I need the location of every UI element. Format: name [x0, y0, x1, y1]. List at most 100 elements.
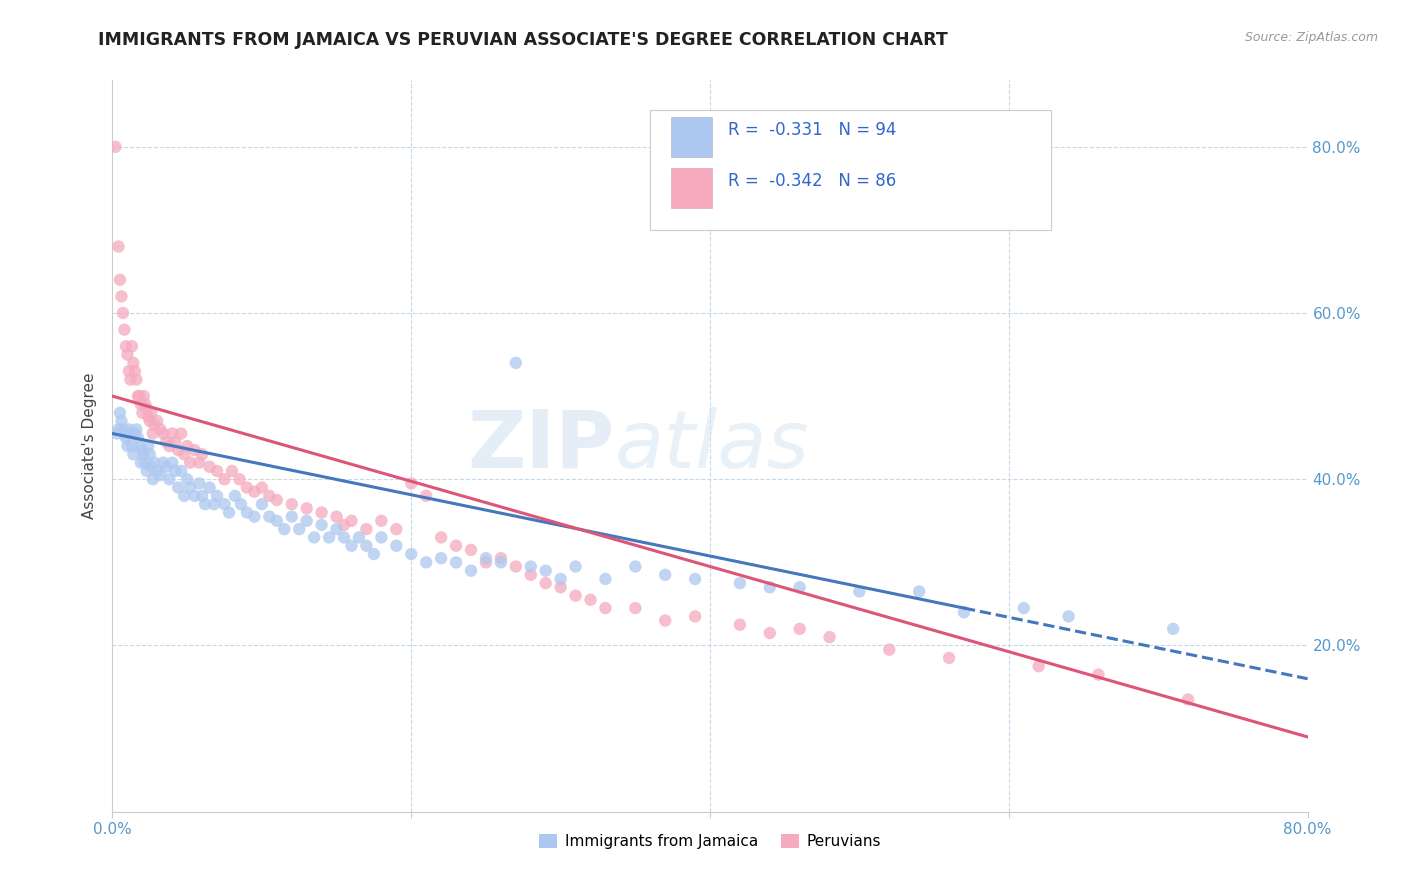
Bar: [671, 168, 713, 209]
Point: [370, 530, 392, 544]
Point: [624, 601, 647, 615]
Text: atlas: atlas: [614, 407, 810, 485]
Point: [108, 273, 131, 287]
Point: [221, 464, 243, 478]
Point: [1057, 609, 1080, 624]
Point: [152, 456, 174, 470]
Point: [595, 601, 617, 615]
Point: [1028, 659, 1050, 673]
Point: [152, 426, 174, 441]
Point: [534, 564, 557, 578]
Point: [818, 630, 841, 644]
Point: [125, 372, 148, 386]
Point: [250, 497, 273, 511]
Point: [229, 497, 252, 511]
Text: R =  -0.331   N = 94: R = -0.331 N = 94: [728, 120, 897, 138]
Point: [110, 414, 132, 428]
Point: [848, 584, 870, 599]
Point: [318, 530, 340, 544]
Point: [176, 439, 198, 453]
Point: [683, 572, 706, 586]
Point: [167, 481, 190, 495]
Point: [142, 426, 165, 441]
Point: [120, 426, 142, 441]
Point: [118, 364, 141, 378]
Point: [908, 584, 931, 599]
Point: [401, 547, 423, 561]
Point: [789, 622, 811, 636]
Point: [167, 443, 190, 458]
Point: [564, 589, 586, 603]
Point: [105, 426, 128, 441]
Point: [489, 555, 512, 569]
Point: [139, 447, 162, 461]
Point: [415, 555, 437, 569]
Point: [131, 406, 153, 420]
Point: [728, 576, 751, 591]
Point: [128, 439, 150, 453]
Point: [114, 426, 135, 441]
Point: [333, 530, 356, 544]
Point: [107, 239, 129, 253]
Point: [104, 140, 127, 154]
Point: [205, 489, 228, 503]
Point: [228, 472, 250, 486]
Point: [135, 464, 157, 478]
Point: [114, 323, 135, 337]
Point: [134, 456, 156, 470]
Point: [131, 443, 153, 458]
Point: [214, 472, 236, 486]
Point: [121, 439, 143, 453]
Text: ZIP: ZIP: [467, 407, 614, 485]
Point: [579, 592, 602, 607]
Point: [183, 443, 205, 458]
Point: [165, 434, 187, 449]
Point: [444, 539, 467, 553]
Point: [1012, 601, 1035, 615]
Point: [654, 614, 676, 628]
FancyBboxPatch shape: [651, 110, 1050, 230]
Point: [179, 481, 201, 495]
Point: [115, 431, 138, 445]
Point: [157, 472, 180, 486]
Point: [953, 605, 976, 619]
Point: [155, 459, 177, 474]
Point: [266, 493, 288, 508]
Point: [236, 481, 259, 495]
Point: [110, 289, 132, 303]
Point: [595, 572, 617, 586]
Point: [340, 539, 363, 553]
Point: [218, 506, 240, 520]
Point: [259, 489, 281, 503]
Point: [325, 509, 347, 524]
Point: [564, 559, 586, 574]
Point: [654, 567, 676, 582]
Point: [311, 506, 333, 520]
Point: [273, 522, 295, 536]
Point: [520, 567, 543, 582]
Point: [142, 472, 165, 486]
Point: [243, 484, 266, 499]
Point: [311, 518, 333, 533]
Point: [155, 434, 177, 449]
Point: [520, 559, 543, 574]
Point: [205, 464, 228, 478]
Point: [191, 447, 214, 461]
Point: [475, 555, 498, 569]
Point: [143, 418, 166, 433]
Point: [460, 542, 482, 557]
Point: [111, 422, 134, 436]
Point: [728, 617, 751, 632]
Point: [624, 559, 647, 574]
Point: [198, 481, 221, 495]
Point: [430, 530, 453, 544]
Point: [135, 401, 157, 416]
Point: [302, 530, 325, 544]
Point: [295, 514, 318, 528]
Point: [1087, 667, 1109, 681]
Point: [179, 456, 201, 470]
Point: [759, 580, 782, 594]
Point: [879, 642, 901, 657]
Point: [430, 551, 453, 566]
Point: [938, 651, 960, 665]
